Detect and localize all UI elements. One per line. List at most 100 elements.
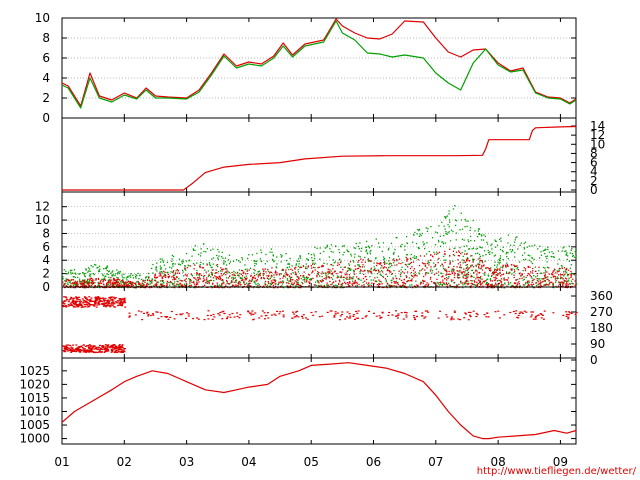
wind-point [453, 254, 456, 257]
wind-point [501, 287, 503, 289]
wind-point [136, 281, 138, 283]
wind-point [97, 281, 99, 284]
wind-point [370, 271, 373, 273]
wind-point [253, 272, 255, 274]
direction-point [82, 302, 85, 304]
wind-point [199, 273, 201, 275]
wind-point [141, 285, 144, 288]
wind-point [396, 264, 398, 266]
wind-point [569, 252, 571, 254]
direction-point [119, 347, 122, 349]
wind-point [325, 277, 327, 279]
wind-point [563, 271, 565, 273]
wind-point [477, 252, 479, 254]
wind-point [275, 285, 277, 287]
wind-point [404, 249, 406, 251]
wind-point [312, 262, 314, 264]
wind-point [314, 262, 316, 264]
direction-point [77, 298, 80, 300]
wind-point [332, 272, 334, 274]
wind-point [368, 246, 371, 248]
wind-point [169, 266, 171, 268]
wind-point [477, 272, 479, 274]
wind-point [76, 285, 78, 287]
wind-point [464, 250, 466, 252]
wind-point [511, 269, 513, 271]
wind-point [162, 261, 165, 263]
wind-point [108, 280, 110, 282]
wind-point [285, 271, 287, 273]
direction-point [119, 304, 122, 306]
direction-point [123, 301, 126, 303]
wind-point [89, 278, 91, 280]
wind-point [447, 277, 449, 280]
direction-point [341, 311, 344, 313]
wind-point [152, 272, 154, 274]
wind-point [65, 280, 67, 282]
wind-point [508, 272, 510, 274]
wind-point [565, 277, 567, 279]
direction-point [112, 302, 115, 304]
direction-point [463, 317, 466, 319]
direction-point [109, 303, 112, 305]
direction-point [93, 345, 96, 347]
wind-point [506, 262, 508, 264]
direction-point [94, 299, 97, 301]
direction-point [92, 351, 95, 353]
direction-point [78, 348, 81, 351]
wind-point [207, 270, 209, 272]
direction-point [103, 299, 106, 301]
wind-point [102, 273, 104, 275]
direction-point [281, 310, 284, 312]
wind-point [281, 283, 284, 285]
direction-point [98, 297, 101, 299]
wind-point [303, 271, 305, 273]
wind-point [389, 286, 391, 289]
wind-point [215, 264, 218, 266]
direction-point [203, 319, 206, 321]
direction-point [106, 349, 109, 351]
wind-point [527, 254, 529, 256]
wind-point [276, 272, 278, 274]
wind-point [73, 269, 76, 271]
wind-point [361, 284, 363, 287]
wind-point [454, 247, 456, 249]
wind-point [162, 283, 164, 285]
wind-point [97, 282, 100, 285]
y-tick-label: 10 [590, 137, 605, 151]
wind-point [474, 281, 476, 283]
wind-point [268, 285, 270, 288]
wind-point [501, 283, 503, 285]
wind-point [96, 285, 99, 288]
wind-point [365, 249, 368, 251]
wind-point [138, 282, 140, 284]
wind-point [292, 279, 294, 281]
wind-point [223, 263, 225, 265]
wind-point [397, 282, 399, 284]
wind-point [413, 268, 416, 270]
wind-point [576, 283, 578, 285]
wind-point [492, 272, 494, 275]
wind-point [519, 278, 521, 280]
wind-point [544, 277, 546, 279]
wind-point [212, 283, 214, 285]
wind-point [318, 266, 320, 268]
wind-point [171, 284, 174, 286]
direction-point [69, 298, 72, 300]
wind-point [460, 271, 462, 273]
wind-point [228, 263, 231, 265]
direction-point [74, 301, 77, 303]
direction-point [63, 303, 66, 305]
wind-point [423, 243, 425, 245]
wind-point [514, 252, 516, 254]
wind-point [216, 284, 218, 286]
wind-point [552, 270, 554, 272]
wind-point [410, 271, 412, 274]
direction-point [475, 312, 478, 314]
wind-point [511, 273, 513, 275]
wind-point [397, 284, 399, 286]
wind-point [565, 271, 568, 273]
wind-point [329, 271, 331, 274]
wind-point [134, 286, 137, 289]
wind-point [500, 281, 503, 283]
